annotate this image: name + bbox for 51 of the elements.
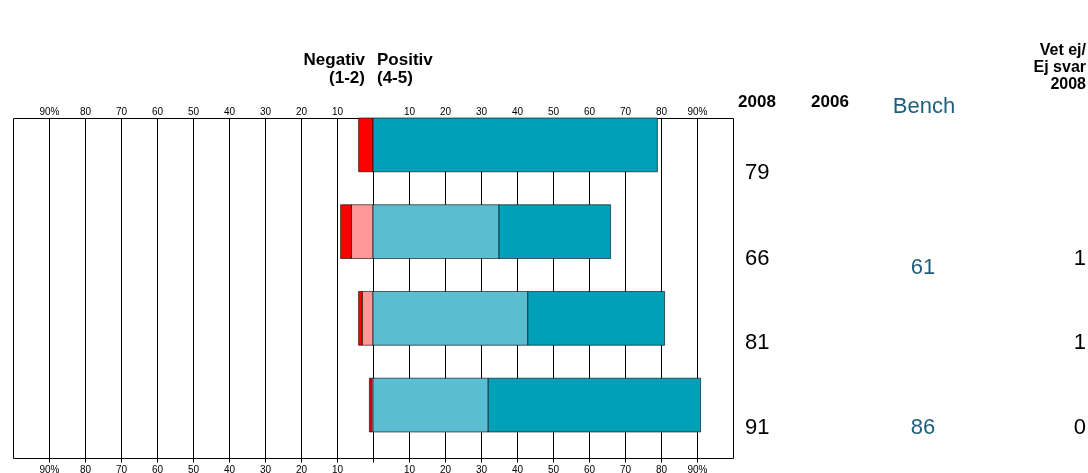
text: 61 xyxy=(910,254,936,279)
text: 91 xyxy=(745,414,770,439)
x2-tick-label: 60 xyxy=(151,105,164,117)
x2-tick-label: 30 xyxy=(475,105,488,117)
text: 1 xyxy=(1073,329,1086,354)
x-tick-label: 30 xyxy=(475,463,488,473)
x-tick-label: 40 xyxy=(223,463,236,473)
x2-tick-label: 50 xyxy=(187,105,200,117)
x2-tick-label: 10 xyxy=(403,105,416,117)
text: 1 xyxy=(1073,245,1086,270)
x2-tick-label: 90% xyxy=(39,105,60,117)
x2-tick-label: 80 xyxy=(79,105,92,117)
x2-tick-label: 20 xyxy=(295,105,308,117)
x2-tick-label: 10 xyxy=(331,105,344,117)
text: Positiv (4-5) xyxy=(377,50,434,87)
text: Vet ej/ Ej svar 2008 xyxy=(1033,41,1087,92)
x-tick-label: 30 xyxy=(259,463,272,473)
text: Bench xyxy=(892,93,956,118)
x-tick-label: 20 xyxy=(439,463,452,473)
x2-tick-label: 40 xyxy=(223,105,236,117)
x2-tick-label: 70 xyxy=(619,105,632,117)
text: 2008 xyxy=(738,92,776,111)
x-tick-label: 70 xyxy=(115,463,128,473)
x-tick-label: 10 xyxy=(403,463,416,473)
x2-tick-label: 80 xyxy=(655,105,668,117)
x2-tick-label: 40 xyxy=(511,105,524,117)
text: 86 xyxy=(910,414,936,439)
x2-tick-label: 70 xyxy=(115,105,128,117)
x-tick-label: 20 xyxy=(295,463,308,473)
x2-tick-label: 20 xyxy=(439,105,452,117)
x2-tick-label: 60 xyxy=(583,105,596,117)
x-tick-label: 90% xyxy=(687,463,708,473)
x-tick-label: 10 xyxy=(331,463,344,473)
text: 81 xyxy=(745,329,770,354)
x2-tick-label: 50 xyxy=(547,105,560,117)
x-tick-label: 40 xyxy=(511,463,524,473)
x2-tick-label: 90% xyxy=(687,105,708,117)
x-tick-label: 70 xyxy=(619,463,632,473)
text: 66 xyxy=(745,245,770,270)
x-tick-label: 80 xyxy=(79,463,92,473)
text: 2006 xyxy=(811,92,849,111)
text: Negativ (1-2) xyxy=(303,50,366,87)
x2-tick-label: 30 xyxy=(259,105,272,117)
x-tick-label: 60 xyxy=(583,463,596,473)
x-tick-label: 50 xyxy=(547,463,560,473)
text: 0 xyxy=(1073,414,1086,439)
x-tick-label: 50 xyxy=(187,463,200,473)
x-tick-label: 60 xyxy=(151,463,164,473)
x-tick-label: 80 xyxy=(655,463,668,473)
text: 79 xyxy=(745,159,770,184)
x-tick-label: 90% xyxy=(39,463,60,473)
